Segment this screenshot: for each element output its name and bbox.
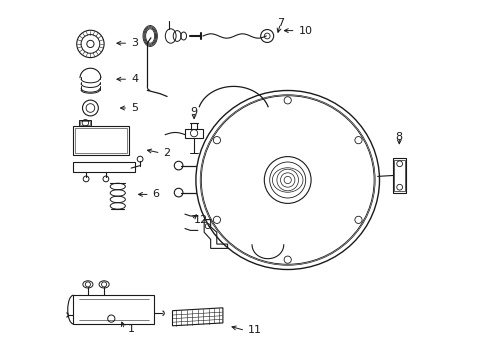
Text: 11: 11 bbox=[247, 325, 262, 336]
Bar bbox=[73, 162, 134, 172]
Text: 8: 8 bbox=[395, 132, 402, 142]
Bar bbox=[393, 160, 404, 191]
Text: 12: 12 bbox=[194, 215, 208, 225]
Bar bbox=[392, 158, 406, 193]
Bar bbox=[80, 121, 90, 125]
Bar bbox=[79, 120, 91, 126]
Bar bbox=[75, 128, 127, 153]
Text: 3: 3 bbox=[131, 38, 138, 48]
Bar bbox=[73, 295, 154, 324]
Text: 2: 2 bbox=[163, 148, 170, 158]
Text: 10: 10 bbox=[298, 26, 312, 36]
Text: 9: 9 bbox=[190, 107, 197, 117]
Text: 4: 4 bbox=[131, 74, 138, 84]
Text: 6: 6 bbox=[152, 189, 160, 199]
Text: 7: 7 bbox=[276, 18, 284, 28]
Bar bbox=[185, 129, 203, 138]
Text: 5: 5 bbox=[131, 103, 138, 113]
Text: 1: 1 bbox=[127, 324, 134, 334]
Bar bbox=[73, 126, 129, 155]
